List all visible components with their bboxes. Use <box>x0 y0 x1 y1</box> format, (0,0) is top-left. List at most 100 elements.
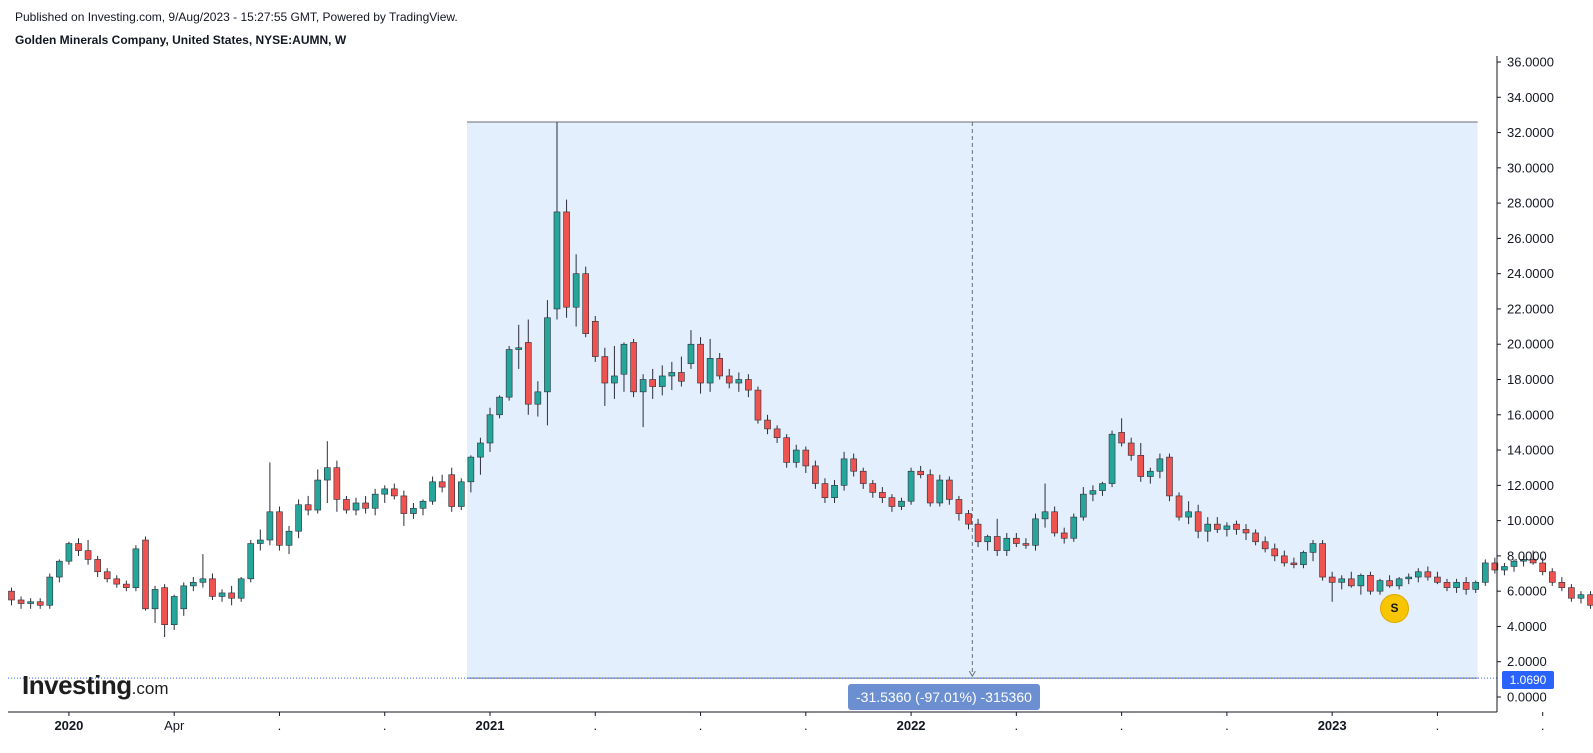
candle-body-down <box>1290 562 1298 566</box>
candle-body-up <box>553 211 561 310</box>
candle-body-down <box>1242 529 1250 534</box>
candle-body-up <box>840 458 848 486</box>
axes-layer: 36.0000 34.0000 32.0000 30.0000 28.0000 26.00… <box>8 55 1554 733</box>
candle-body-up <box>151 589 159 610</box>
investing-logo: Investing.com <box>22 670 168 701</box>
y-tick-label: 14.0000 <box>1507 443 1554 458</box>
instrument-title: Golden Minerals Company, United States, … <box>15 33 347 47</box>
candle-body-down <box>591 320 599 357</box>
candle-body-up <box>1204 523 1212 532</box>
y-tick-label: 18.0000 <box>1507 372 1554 387</box>
candle-body-down <box>123 583 130 588</box>
candle-body-up <box>639 379 647 393</box>
candle-body-down <box>926 474 934 504</box>
candle-body-down <box>228 592 235 599</box>
candle-body-down <box>36 601 44 606</box>
candle-body-down <box>1261 541 1269 550</box>
x-tick-label: 2020 <box>54 718 83 733</box>
candle-body-down <box>917 470 924 476</box>
candle-body-down <box>955 499 963 514</box>
candle-body-down <box>725 375 733 384</box>
candle-body-up <box>1156 458 1164 472</box>
candle-body-down <box>1424 571 1432 578</box>
candle-body-up <box>1108 433 1116 484</box>
candle-body-down <box>1491 562 1499 571</box>
candle-body-down <box>888 497 896 507</box>
candle-body-down <box>1434 576 1441 583</box>
candle-body-down <box>1568 587 1575 599</box>
last-price-tag: 1.0690 <box>1502 671 1554 689</box>
x-tick-minor: . <box>1541 718 1545 733</box>
candle-body-down <box>1319 543 1326 578</box>
x-tick-minor: . <box>804 718 808 733</box>
candle-body-up <box>505 349 513 398</box>
candle-body-down <box>448 474 456 507</box>
candle-body-down <box>524 342 532 405</box>
x-tick-minor: . <box>1436 718 1440 733</box>
candle-body-up <box>1510 560 1518 567</box>
split-marker[interactable]: S <box>1380 594 1409 623</box>
candle-body-down <box>1539 562 1546 573</box>
candle-body-up <box>1405 576 1413 580</box>
candle-body-down <box>17 599 25 604</box>
candle-body-down <box>1443 582 1451 588</box>
candle-body-up <box>706 358 714 384</box>
candle-body-up <box>1003 537 1011 551</box>
candle-body-up <box>1577 594 1585 599</box>
y-tick-label: 0.0000 <box>1507 690 1547 705</box>
candle-body-down <box>582 273 590 334</box>
candle-body-up <box>467 456 475 483</box>
candle-body-up <box>572 273 580 308</box>
candle-body-down <box>630 342 637 393</box>
candle-body-down <box>1060 532 1068 539</box>
y-tick-label: 24.0000 <box>1507 266 1554 281</box>
candle-body-up <box>1520 559 1527 562</box>
y-tick-label: 34.0000 <box>1507 90 1554 105</box>
candle-body-up <box>534 391 542 405</box>
candle-body-up <box>457 481 465 507</box>
candle-body-down <box>1214 523 1221 530</box>
candle-body-up <box>314 479 322 511</box>
candle-body-down <box>1386 580 1393 587</box>
candle-body-up <box>1041 511 1049 520</box>
candle-body-up <box>1032 518 1039 546</box>
candle-body-up <box>199 578 207 583</box>
candle-body-down <box>1548 571 1556 583</box>
candle-body-down <box>783 437 790 463</box>
candle-body-up <box>1414 571 1422 578</box>
candle-body-down <box>103 571 111 580</box>
x-tick-minor: . <box>699 718 703 733</box>
candle-body-down <box>304 504 312 511</box>
candle-body-up <box>381 488 389 495</box>
y-tick-label: 16.0000 <box>1507 407 1554 422</box>
y-tick-label: 30.0000 <box>1507 160 1554 175</box>
candle-body-up <box>831 485 838 498</box>
y-tick-label: 10.0000 <box>1507 513 1554 528</box>
y-tick-label: 20.0000 <box>1507 337 1554 352</box>
candle-body-up <box>190 582 197 587</box>
candle-body-up <box>620 343 628 375</box>
candle-body-down <box>400 495 408 514</box>
candle-body-down <box>94 559 101 573</box>
candle-body-up <box>65 543 73 562</box>
candle-body-down <box>678 372 685 382</box>
candle-body-down <box>745 379 752 391</box>
x-tick-label: 2023 <box>1318 718 1347 733</box>
candle-body-down <box>1118 432 1125 444</box>
candle-body-down <box>974 523 982 543</box>
candle-body-down <box>649 379 656 387</box>
candle-body-down <box>879 492 886 498</box>
candle-body-up <box>56 560 63 578</box>
candle-body-up <box>1501 566 1508 571</box>
candle-body-up <box>1147 470 1154 477</box>
x-tick-label: 2022 <box>897 718 926 733</box>
candle-body-up <box>1185 511 1192 518</box>
candle-body-up <box>257 539 264 544</box>
x-tick-minor: . <box>1015 718 1019 733</box>
x-tick-minor: . <box>593 718 597 733</box>
candle-body-down <box>1175 495 1183 518</box>
candle-body-down <box>1013 537 1020 544</box>
y-tick-label: 32.0000 <box>1507 125 1554 140</box>
candle-body-up <box>898 500 905 507</box>
